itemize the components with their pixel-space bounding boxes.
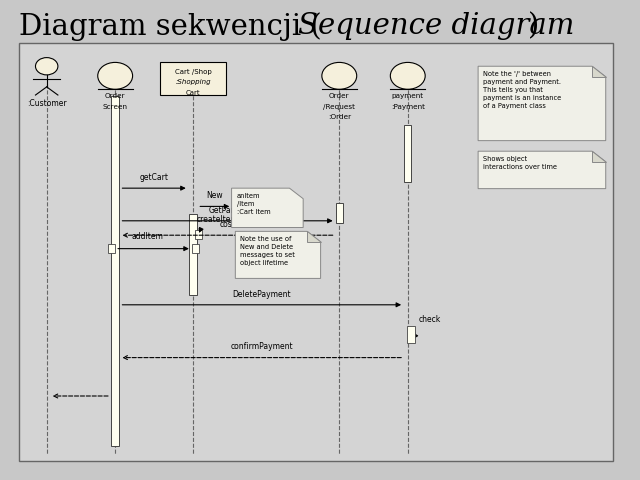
Text: Note the '/' between
payment and Payment.
This tells you that
payment is an inst: Note the '/' between payment and Payment…: [483, 71, 561, 109]
Bar: [404, 125, 412, 182]
Text: Sequence diagram: Sequence diagram: [298, 12, 574, 40]
Circle shape: [98, 62, 132, 89]
Text: Shows object
interactions over time: Shows object interactions over time: [483, 156, 557, 170]
Text: cost: cost: [220, 220, 236, 229]
Text: Screen: Screen: [102, 104, 127, 110]
Text: Cart: Cart: [186, 90, 200, 96]
Polygon shape: [236, 231, 321, 278]
Bar: [19, 43, 613, 461]
Polygon shape: [592, 66, 605, 77]
Text: GetParent: GetParent: [209, 205, 247, 215]
Text: Diagram sekwencji (: Diagram sekwencji (: [19, 12, 321, 41]
Text: :Payment: :Payment: [391, 104, 425, 110]
Text: Order: Order: [105, 93, 125, 99]
Bar: [406, 326, 415, 343]
Bar: [111, 96, 119, 446]
Text: :Order: :Order: [328, 114, 351, 120]
Text: payment: payment: [392, 93, 424, 99]
Text: DeletePayment: DeletePayment: [232, 289, 291, 299]
Circle shape: [35, 58, 58, 75]
Polygon shape: [592, 151, 605, 162]
Text: check: check: [419, 315, 441, 324]
Circle shape: [322, 62, 356, 89]
Bar: [335, 203, 343, 223]
Text: Cart /Shop: Cart /Shop: [175, 69, 211, 74]
Polygon shape: [232, 188, 303, 228]
Bar: [189, 214, 197, 295]
Text: Order: Order: [329, 93, 349, 99]
Polygon shape: [307, 231, 321, 242]
Text: createItem: createItem: [197, 215, 239, 224]
Text: anItem
/Item
:Cart Item: anItem /Item :Cart Item: [237, 193, 270, 215]
Text: :Customer: :Customer: [27, 99, 67, 108]
Circle shape: [390, 62, 425, 89]
Bar: [195, 230, 202, 239]
Text: :Shopping: :Shopping: [175, 79, 211, 85]
Text: addItem: addItem: [132, 232, 164, 241]
Polygon shape: [478, 66, 605, 141]
Bar: [108, 244, 115, 253]
Text: getCart: getCart: [140, 173, 168, 182]
Bar: [160, 62, 226, 95]
Text: Note the use of
New and Delete
messages to set
object lifetime: Note the use of New and Delete messages …: [240, 236, 295, 266]
Text: /Request: /Request: [323, 104, 355, 110]
Text: confirmPayment: confirmPayment: [230, 342, 293, 351]
Text: New: New: [207, 191, 223, 200]
Text: ×: ×: [241, 260, 251, 273]
Text: ): ): [528, 12, 539, 40]
Polygon shape: [478, 151, 605, 189]
Bar: [192, 244, 199, 253]
